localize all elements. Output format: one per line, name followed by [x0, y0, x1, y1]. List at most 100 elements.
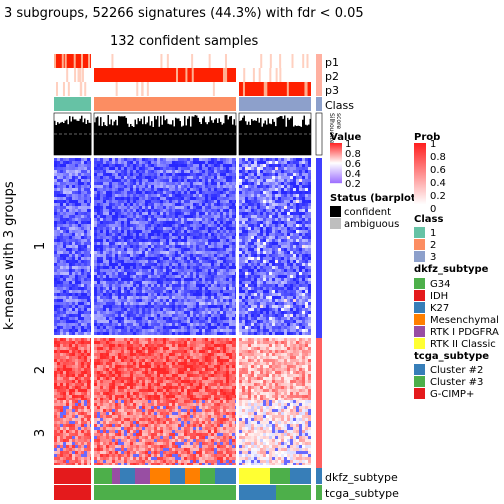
heatmap-cell — [94, 182, 97, 185]
heatmap-cell — [193, 293, 196, 296]
heatmap-cell — [208, 191, 211, 194]
heatmap-cell — [130, 344, 133, 347]
heatmap-cell — [151, 284, 154, 287]
heatmap-cell — [154, 251, 157, 254]
heatmap-cell — [63, 167, 66, 170]
heatmap-cell — [211, 368, 214, 371]
heatmap-cell — [148, 161, 151, 164]
heatmap-cell — [223, 239, 226, 242]
heatmap-cell — [154, 272, 157, 275]
heatmap-cell — [199, 176, 202, 179]
heatmap-cell — [211, 362, 214, 365]
heatmap-cell — [81, 395, 84, 398]
heatmap-cell — [84, 197, 87, 200]
silhouette-bar — [188, 116, 190, 155]
heatmap-cell — [163, 167, 166, 170]
heatmap-cell — [190, 287, 193, 290]
heatmap-cell — [178, 353, 181, 356]
heatmap-cell — [172, 194, 175, 197]
heatmap-cell — [54, 296, 57, 299]
heatmap-cell — [214, 284, 217, 287]
heatmap-cell — [139, 362, 142, 365]
heatmap-cell — [184, 182, 187, 185]
silhouette-bar — [261, 126, 263, 155]
heatmap-cell — [60, 400, 63, 403]
heatmap-cell — [90, 311, 91, 314]
heatmap-cell — [60, 395, 63, 398]
heatmap-cell — [193, 263, 196, 266]
heatmap-cell — [112, 230, 115, 233]
heatmap-cell — [115, 263, 118, 266]
heatmap-cell — [208, 287, 211, 290]
heatmap-cell — [127, 182, 130, 185]
heatmap-cell — [90, 320, 91, 323]
heatmap-cell — [199, 368, 202, 371]
heatmap-cell — [94, 317, 97, 320]
heatmap-cell — [124, 251, 127, 254]
heatmap-cell — [196, 212, 199, 215]
heatmap-cell — [112, 332, 115, 335]
heatmap-cell — [109, 311, 112, 314]
heatmap-cell — [157, 173, 160, 176]
heatmap-cell — [178, 170, 181, 173]
heatmap-cell — [208, 245, 211, 248]
heatmap-cell — [187, 164, 190, 167]
heatmap-cell — [217, 281, 220, 284]
heatmap-cell — [145, 311, 148, 314]
heatmap-cell — [199, 329, 202, 332]
heatmap-cell — [72, 392, 75, 395]
heatmap-cell — [172, 296, 175, 299]
heatmap-cell — [57, 269, 60, 272]
heatmap-cell — [97, 194, 100, 197]
heatmap-cell — [163, 164, 166, 167]
heatmap-cell — [166, 344, 169, 347]
heatmap-cell — [133, 326, 136, 329]
heatmap-cell — [118, 215, 121, 218]
heatmap-cell — [112, 296, 115, 299]
heatmap-cell — [57, 179, 60, 182]
heatmap-cell — [175, 239, 178, 242]
heatmap-cell — [160, 365, 163, 368]
heatmap-cell — [223, 278, 226, 281]
heatmap-cell — [72, 418, 75, 421]
heatmap-cell — [121, 350, 124, 353]
heatmap-cell — [157, 281, 160, 284]
heatmap-cell — [115, 182, 118, 185]
heatmap-cell — [100, 248, 103, 251]
heatmap-cell — [63, 463, 66, 465]
heatmap-cell — [81, 359, 84, 362]
heatmap-cell — [169, 236, 172, 239]
heatmap-cell — [172, 212, 175, 215]
heatmap-cell — [57, 206, 60, 209]
heatmap-cell — [205, 242, 208, 245]
heatmap-cell — [54, 191, 57, 194]
heatmap-cell — [81, 281, 84, 284]
heatmap-cell — [54, 347, 57, 350]
heatmap-cell — [124, 197, 127, 200]
heatmap-cell — [217, 200, 220, 203]
heatmap-cell — [181, 251, 184, 254]
heatmap-cell — [127, 248, 130, 251]
heatmap-cell — [178, 362, 181, 365]
heatmap-cell — [187, 176, 190, 179]
heatmap-cell — [193, 371, 196, 374]
heatmap-cell — [229, 314, 232, 317]
heatmap-cell — [127, 233, 130, 236]
heatmap-cell — [115, 245, 118, 248]
heatmap-cell — [112, 224, 115, 227]
heatmap-cell — [69, 418, 72, 421]
heatmap-cell — [151, 260, 154, 263]
heatmap-cell — [169, 329, 172, 332]
heatmap-cell — [109, 275, 112, 278]
heatmap-cell — [196, 269, 199, 272]
heatmap-cell — [69, 320, 72, 323]
heatmap-cell — [81, 200, 84, 203]
heatmap-cell — [69, 442, 72, 445]
heatmap-cell — [175, 269, 178, 272]
heatmap-cell — [90, 260, 91, 263]
heatmap-cell — [184, 323, 187, 326]
heatmap-cell — [178, 329, 181, 332]
heatmap-cell — [220, 233, 223, 236]
heatmap-cell — [124, 350, 127, 353]
heatmap-cell — [60, 398, 63, 400]
